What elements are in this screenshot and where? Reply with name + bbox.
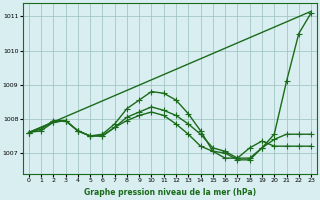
X-axis label: Graphe pression niveau de la mer (hPa): Graphe pression niveau de la mer (hPa)	[84, 188, 256, 197]
